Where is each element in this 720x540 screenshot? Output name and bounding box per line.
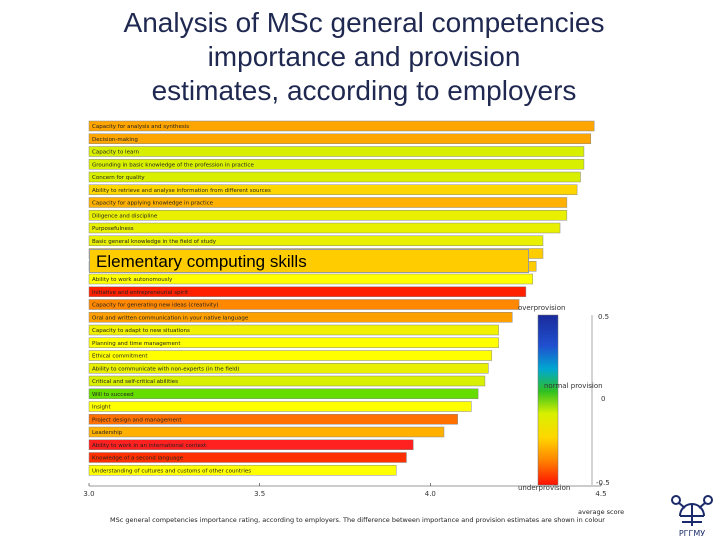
title-line-1: Analysis of MSc general competencies xyxy=(123,7,605,38)
bar-label-14: Initiative and entrepreneurial spirit xyxy=(92,290,189,296)
bar-label-20: Ability to communicate with non-experts … xyxy=(92,366,239,372)
bar-label-25: Leadership xyxy=(92,430,123,436)
bar-10 xyxy=(88,235,544,246)
bar-label-26: Ability to work in an international cont… xyxy=(92,443,207,449)
legend-top-label: overprovision xyxy=(518,304,565,312)
legend-tick-top: 0.5 xyxy=(598,313,609,321)
x-tick-label-2: 3.5 xyxy=(254,490,265,498)
x-axis-title: average score xyxy=(578,508,624,516)
bar-label-28: Understanding of cultures and customs of… xyxy=(92,468,251,474)
bar-1 xyxy=(88,120,595,132)
legend-tick-bottom: -0.5 xyxy=(596,479,610,487)
legend-middle-label: normal provision xyxy=(544,382,603,390)
bar-6 xyxy=(88,184,578,195)
bar-5 xyxy=(88,171,581,183)
bar-label-23: Insight xyxy=(92,405,111,411)
legend-tick-mid: 0 xyxy=(601,395,605,403)
bar-label-27: Knowledge of a second language xyxy=(92,456,184,462)
bar-label-4: Grounding in basic knowledge of the prof… xyxy=(92,162,254,168)
chart-area: Capacity for analysis and synthesis Decis… xyxy=(80,118,640,540)
bar-20 xyxy=(88,363,489,374)
bar-9 xyxy=(88,222,561,234)
bar-22 xyxy=(88,388,479,399)
bar-14 xyxy=(88,286,527,297)
bar-label-7: Capacity for applying knowledge in pract… xyxy=(92,201,214,207)
title-line-3: estimates, according to employers xyxy=(151,75,577,106)
bar-3 xyxy=(88,146,585,157)
bar-17 xyxy=(88,324,499,336)
bar-label-13: Ability to work autonomously xyxy=(92,277,173,283)
bar-2 xyxy=(88,133,592,144)
bar-25 xyxy=(88,426,445,438)
bar-label-17: Capacity to adapt to new situations xyxy=(92,328,190,334)
bar-28 xyxy=(88,465,397,476)
bar-label-18: Planning and time management xyxy=(92,341,181,347)
bar-label-8: Diligence and discipline xyxy=(92,213,158,219)
x-tick-label-4: 4.5 xyxy=(595,490,606,498)
bar-label-22: Will to succeed xyxy=(92,392,134,398)
bar-7 xyxy=(88,197,568,208)
highlighted-competency-box: Elementary computing skills xyxy=(89,249,529,273)
bar-label-6: Ability to retrieve and analyse informat… xyxy=(92,188,271,194)
legend-bottom-label: underprovision xyxy=(518,484,570,492)
colorbar xyxy=(537,314,559,486)
bar-13 xyxy=(88,273,533,285)
x-tick-label-3: 4.0 xyxy=(425,490,436,498)
bar-8 xyxy=(88,210,568,221)
bar-label-3: Capacity to learn xyxy=(92,150,140,156)
bar-label-9: Purposefulness xyxy=(92,226,134,232)
university-logo: РГГМУ xyxy=(671,495,713,538)
bar-21 xyxy=(88,375,486,387)
highlighted-competency-label: Elementary computing skills xyxy=(96,252,307,271)
bar-label-21: Critical and self-critical abilities xyxy=(92,379,178,385)
title-line-2: importance and provision xyxy=(207,41,521,72)
color-legend: overprovision normal provision underprov… xyxy=(518,304,610,492)
bar-23 xyxy=(88,401,472,412)
x-axis: 3.0 3.5 4.0 4.5 xyxy=(83,483,607,498)
logo-circle-left xyxy=(671,495,681,505)
logo-text: РГГМУ xyxy=(679,529,705,538)
bar-4 xyxy=(88,159,585,170)
bar-label-2: Decision-making xyxy=(92,137,138,143)
bar-label-1: Capacity for analysis and synthesis xyxy=(92,124,189,130)
bar-16 xyxy=(88,312,513,323)
logo-circle-right xyxy=(703,495,713,505)
chart-caption: MSc general competencies importance rati… xyxy=(110,516,605,524)
bar-label-15: Capacity for generating new ideas (creat… xyxy=(92,303,218,309)
bar-27 xyxy=(88,452,407,463)
bar-label-24: Project design and management xyxy=(92,417,182,423)
bar-15 xyxy=(88,299,520,310)
bar-24 xyxy=(88,414,458,425)
bar-label-5: Concern for quality xyxy=(92,175,145,181)
bar-26 xyxy=(88,439,414,450)
x-tick-label-1: 3.0 xyxy=(83,490,94,498)
bar-18 xyxy=(88,337,499,348)
bars-group: Capacity for analysis and synthesis Decis… xyxy=(88,120,595,476)
bar-label-16: Oral and written communication in your n… xyxy=(92,315,249,321)
bar-label-10: Basic general knowledge in the field of … xyxy=(92,239,217,245)
competencies-bar-chart: Capacity for analysis and synthesis Decis… xyxy=(83,120,624,524)
bar-19 xyxy=(88,350,493,361)
bar-label-19: Ethical commitment xyxy=(92,354,148,360)
slide-title: Analysis of MSc general competencies imp… xyxy=(0,6,720,108)
